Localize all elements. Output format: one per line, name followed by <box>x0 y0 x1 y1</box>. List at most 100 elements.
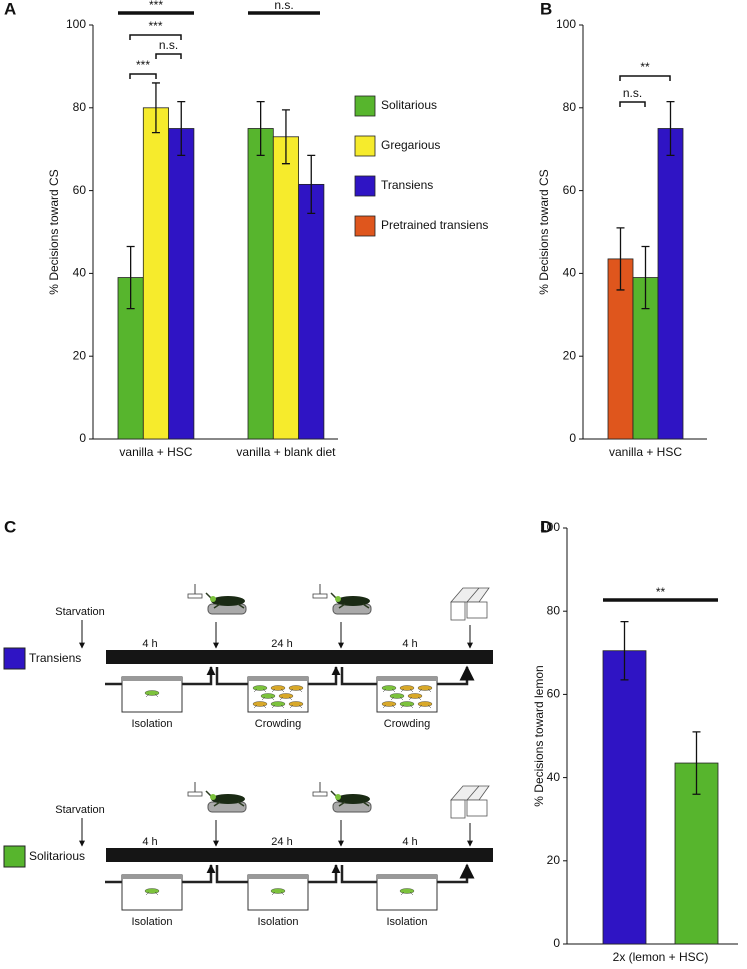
bar <box>298 183 325 440</box>
significance-label: *** <box>149 0 163 12</box>
y-tick-label: 40 <box>563 266 577 280</box>
cage <box>121 676 183 713</box>
legend-label: Solitarious <box>381 98 437 112</box>
icon <box>450 601 466 621</box>
cage-label: Isolation <box>132 718 173 730</box>
icon <box>279 696 293 701</box>
icon <box>399 701 415 707</box>
icon <box>335 596 341 602</box>
start-label: Starvation <box>55 804 105 816</box>
significance-label: ** <box>640 60 650 74</box>
icon <box>270 685 286 691</box>
error-bar <box>616 227 625 291</box>
icon <box>400 891 414 896</box>
x-tick-label: vanilla + blank diet <box>236 445 336 459</box>
bar <box>657 128 684 440</box>
panel-label: A <box>4 0 16 18</box>
group-swatch <box>3 647 26 670</box>
icon <box>450 587 490 603</box>
cage-lid <box>122 677 182 681</box>
y-tick-label: 0 <box>79 431 86 445</box>
legend-swatch <box>354 95 376 117</box>
icon <box>466 601 488 619</box>
cage-label: Crowding <box>255 718 301 730</box>
legend-swatch <box>354 135 376 157</box>
y-tick-label: 60 <box>73 183 87 197</box>
cage-label: Isolation <box>387 916 428 928</box>
icon <box>382 704 396 709</box>
error-bar <box>126 245 135 310</box>
panel-label: C <box>4 517 16 536</box>
icon <box>253 704 267 709</box>
significance-bracket <box>619 101 646 107</box>
icon <box>417 701 433 707</box>
icon <box>252 685 268 691</box>
interval-label: 24 h <box>271 836 292 848</box>
y-tick-label: 80 <box>73 100 87 114</box>
y-tick-label: 80 <box>563 100 577 114</box>
cage <box>376 676 438 713</box>
significance-label: n.s. <box>159 38 178 52</box>
group-label: Solitarious <box>29 849 85 863</box>
error-bar <box>177 100 186 157</box>
icon <box>289 688 303 693</box>
y-axis-label: % Decisions toward lemon <box>532 665 546 806</box>
significance-label: *** <box>136 58 150 72</box>
protocol-row: Transiens Starvation 4 h 24 h 4 h Isolation Cr… <box>3 584 493 730</box>
error-bar <box>307 154 316 215</box>
icon <box>144 888 160 894</box>
y-tick-label: 40 <box>73 266 87 280</box>
start-label: Starvation <box>55 606 105 618</box>
interval-label: 4 h <box>142 836 157 848</box>
icon <box>381 701 397 707</box>
cage-lid <box>248 875 308 879</box>
icon <box>253 688 267 693</box>
y-tick-label: 20 <box>73 348 87 362</box>
icon <box>390 696 404 701</box>
cage-lid <box>377 875 437 879</box>
icon <box>252 701 268 707</box>
icon <box>407 693 423 699</box>
icon <box>312 791 328 797</box>
icon <box>271 704 285 709</box>
cage-label: Crowding <box>384 718 430 730</box>
icon <box>399 685 415 691</box>
icon <box>418 688 432 693</box>
y-tick-label: 100 <box>66 17 86 31</box>
icon <box>270 701 286 707</box>
cage-lid <box>377 677 437 681</box>
legend-label: Pretrained transiens <box>381 218 488 232</box>
icon <box>418 704 432 709</box>
legend-swatch <box>354 215 376 237</box>
cage <box>247 676 309 713</box>
protocol-row: Solitarious Starvation 4 h 24 h 4 h Isolation… <box>3 782 493 928</box>
icon <box>408 696 422 701</box>
error-bar <box>151 82 160 134</box>
icon <box>187 791 203 797</box>
legend-swatch <box>354 175 376 197</box>
icon <box>289 704 303 709</box>
x-tick-label: vanilla + HSC <box>609 445 682 459</box>
icon <box>450 799 466 819</box>
y-tick-label: 20 <box>547 853 561 867</box>
icon <box>145 693 159 698</box>
icon <box>381 685 397 691</box>
error-bar <box>641 245 650 310</box>
icon <box>210 794 216 800</box>
error-bar <box>281 109 290 165</box>
cage-lid <box>248 677 308 681</box>
icon <box>288 685 304 691</box>
icon <box>400 688 414 693</box>
icon <box>450 785 490 801</box>
bar <box>602 650 647 945</box>
icon <box>400 704 414 709</box>
icon <box>271 891 285 896</box>
panel-label: B <box>540 0 552 18</box>
legend-label: Transiens <box>381 178 433 192</box>
y-tick-label: 100 <box>540 520 560 534</box>
icon <box>210 596 216 602</box>
y-tick-label: 60 <box>547 687 561 701</box>
icon <box>389 693 405 699</box>
icon <box>288 701 304 707</box>
